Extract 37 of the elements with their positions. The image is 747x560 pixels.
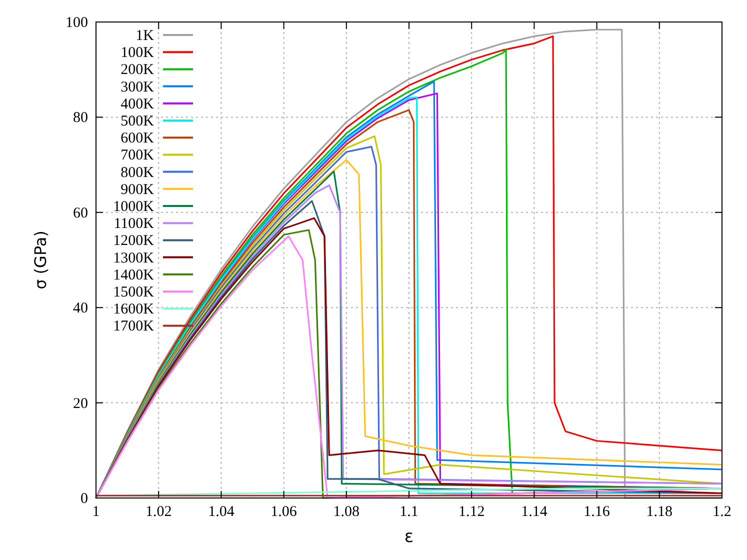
legend-label: 1100K bbox=[114, 216, 154, 232]
y-axis-title: σ (GPa) bbox=[31, 230, 50, 290]
legend-label: 1600K bbox=[113, 302, 154, 318]
text: 1K bbox=[136, 28, 154, 44]
x-tick-label: 1.12 bbox=[458, 504, 485, 520]
x-tick-label: 1.14 bbox=[521, 504, 548, 520]
x-axis-title: ε bbox=[404, 527, 414, 547]
y-tick-label: 0 bbox=[80, 491, 88, 507]
legend-label: 700K bbox=[120, 148, 154, 164]
legend-label: 900K bbox=[120, 182, 154, 198]
y-tick-label: 60 bbox=[73, 205, 88, 222]
legend-label: 1000K bbox=[113, 199, 154, 215]
legend-label: 1200K bbox=[113, 233, 154, 250]
legend-label: 400K bbox=[120, 96, 154, 112]
legend-label: 1700K bbox=[113, 318, 154, 335]
legend-label: 500K bbox=[120, 114, 154, 130]
x-tick-label: 1.2 bbox=[712, 504, 732, 520]
legend-label: 1300K bbox=[113, 250, 154, 266]
x-tick-label: 1.1 bbox=[400, 504, 418, 520]
legend-label: 600K bbox=[120, 130, 154, 147]
x-tick-label: 1.06 bbox=[270, 504, 298, 520]
legend-label: 1400K bbox=[113, 267, 154, 284]
legend-label: 200K bbox=[120, 62, 154, 78]
x-tick-label: 1 bbox=[92, 504, 100, 520]
x-tick-label: 1.16 bbox=[584, 504, 610, 520]
x-tick-label: 1.04 bbox=[208, 504, 235, 520]
y-tick-label: 100 bbox=[66, 15, 88, 31]
y-tick-label: 80 bbox=[73, 110, 88, 126]
y-tick-label: 20 bbox=[73, 396, 88, 412]
legend-label: 100K bbox=[120, 45, 154, 62]
x-tick-label: 1.02 bbox=[145, 504, 172, 520]
legend-label: 1500K bbox=[113, 284, 154, 300]
x-tick-label: 1.08 bbox=[333, 504, 360, 520]
legend-label: 800K bbox=[120, 164, 154, 181]
legend-label: 300K bbox=[120, 79, 154, 96]
y-tick-label: 40 bbox=[73, 300, 88, 317]
x-tick-label: 1.18 bbox=[646, 504, 673, 520]
